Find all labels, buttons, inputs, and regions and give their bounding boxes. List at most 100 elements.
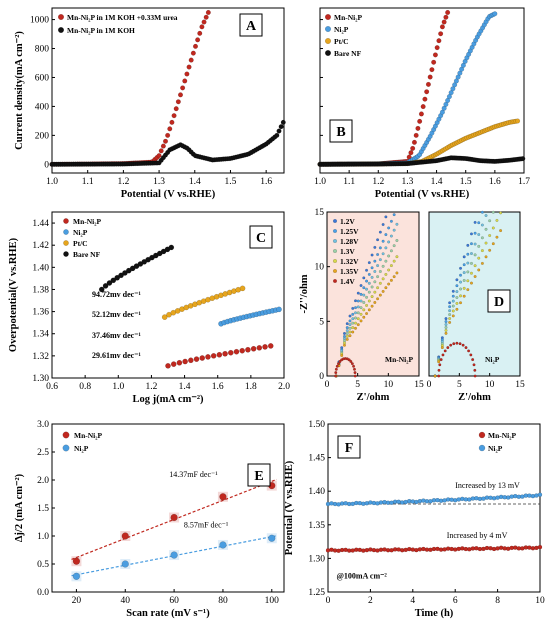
panel-e-legend-label: Mn-Ni₂P [74,431,102,440]
panel-d-right-series5-point [469,281,473,285]
panel-d-right-series5-point [437,360,441,364]
panel-a-xlabel: Potential (V vs.RHE) [121,189,216,200]
panel-b-series0-point [439,24,445,30]
panel-c-series3-point [114,274,120,281]
panel-f-series1-point [329,501,334,506]
panel-d-left-series2-point [359,299,363,303]
panel-f-series1-point [396,499,401,505]
panel-d-left-series0-point [354,299,358,303]
panel-d-left-series2-point [348,323,352,327]
panel-b-series1-point [453,78,459,84]
panel-d-left-series6-point [338,359,342,363]
panel-f-legend-label: Ni₂P [488,444,503,453]
panel-d-left-series1-point [359,292,363,296]
panel-c-series0-point [182,358,188,365]
panel-f-series1-point [495,495,500,500]
panel-d-legend-label: 1.32V [340,257,359,266]
panel-a-series0-point [203,14,209,20]
panel-e-legend-marker [62,431,70,439]
panel-d-right-series4-point [448,316,452,320]
panel-f-series0-point [382,547,387,552]
panel-d-right-series3-point [491,210,495,214]
panel-f-xtick-label: 10 [535,596,545,606]
panel-d-left-series0-point [373,245,377,249]
panel-d-right-series0-point [473,220,477,224]
panel-d-right-series4-point [451,309,455,313]
panel-d-legend-marker [333,259,338,264]
panel-d-right-series3-point [488,219,492,223]
panel-d-right-series1-point [451,294,455,298]
panel-f-series0-point [403,547,408,553]
panel-d-left-series4-point [387,268,391,272]
panel-e-fit-annotation: 8.57mF dec⁻¹ [184,521,229,530]
panel-c-series0-point [188,357,194,364]
panel-d-left-series4-point [359,312,363,316]
panel-f-xtick-label: 4 [410,596,415,606]
panel-d-right-series2-point [451,299,455,303]
panel-d-right-xtick-label: 15 [515,380,525,390]
panel-d-right-series3-point [469,261,473,265]
panel-c-ytick-label: 1.40 [32,263,49,273]
panel-b-series0-point [445,9,451,15]
panel-d-right-series3-point [473,253,477,257]
panel-d-left-series1-point [345,326,349,330]
panel-f-series0-point [350,548,355,553]
panel-d-right-series6-point [441,353,445,357]
panel-f-series1-point [325,501,331,507]
panel-d-left-series4-point [370,295,374,299]
panel-b-badge-letter: B [336,125,345,140]
panel-c-series0-point [193,356,200,362]
panel-b-series1-point [455,74,461,80]
panel-d-right-series5-point [495,235,499,239]
panel-d-right-series6-point [467,349,471,353]
panel-a-series0-point [182,78,188,84]
panel-d-legend-label: 1.2V [340,217,355,226]
panel-d-legend-marker [333,279,338,284]
panel-f-series1-point [537,492,543,497]
panel-d-left-series6-point [350,362,354,366]
panel-d-right-series4-point [473,264,477,268]
panel-e-ytick-label: 3.0 [37,420,49,430]
panel-d-left-series0-point [367,261,371,265]
panel-a-ytick-label: 1000 [30,16,49,26]
panel-d-right-series6-point [443,349,447,353]
panel-d-right-series6-point [439,358,443,362]
panel-d-right-series6-point [471,358,475,362]
panel-b-series0-point [443,14,449,20]
panel-d-right-series1-point [469,242,473,246]
panel-d-left-series5-point [351,330,355,334]
panel-b-series0-point [436,38,442,44]
panel-c-series0-point [205,354,211,360]
panel-f-xtick-label: 8 [495,596,500,606]
panel-c-ytick-label: 1.38 [32,285,49,295]
panel-d-right-series1-point [477,221,481,225]
panel-d-left-series3-point [345,331,349,335]
panel-d-left-series1-point [362,286,366,290]
panel-d-left-series5-point [384,286,388,290]
panel-a-series0-point [205,9,211,15]
panel-c-xtick-label: 1.0 [112,382,124,392]
panel-f-series1-point [343,501,348,506]
panel-a-series1-point [274,132,280,138]
panel-b-series0-point [410,145,416,151]
panel-b-series0-point [417,118,423,124]
panel-d-left-series3-point [373,280,377,284]
panel-d-right-series5-point [444,331,448,335]
panel-c-series1-point [276,306,282,313]
panel-d-right-series6-point [473,374,477,378]
panel-d-left-series2-point [376,264,380,268]
panel-c-annotation: 29.61mv dec⁻¹ [92,351,141,360]
panel-d-right-series3-point [477,244,481,248]
panel-d-left-series2-point [345,329,349,333]
panel-c-series3-point [106,280,113,286]
panel-a-legend-marker [58,27,65,34]
panel-f-series1-point [530,493,536,499]
panel-d-ylabel: -Z''/ohm [299,274,310,313]
panel-c-series3-point [110,277,117,284]
panel-c-xtick-label: 0.6 [46,382,58,392]
panel-c-legend-label: Bare NF [73,250,101,259]
panel-d-left-series2-point [351,317,355,321]
panel-f-series0-point [495,546,500,551]
panel-a-badge-letter: A [246,19,257,34]
panel-c-legend-marker [63,218,69,224]
